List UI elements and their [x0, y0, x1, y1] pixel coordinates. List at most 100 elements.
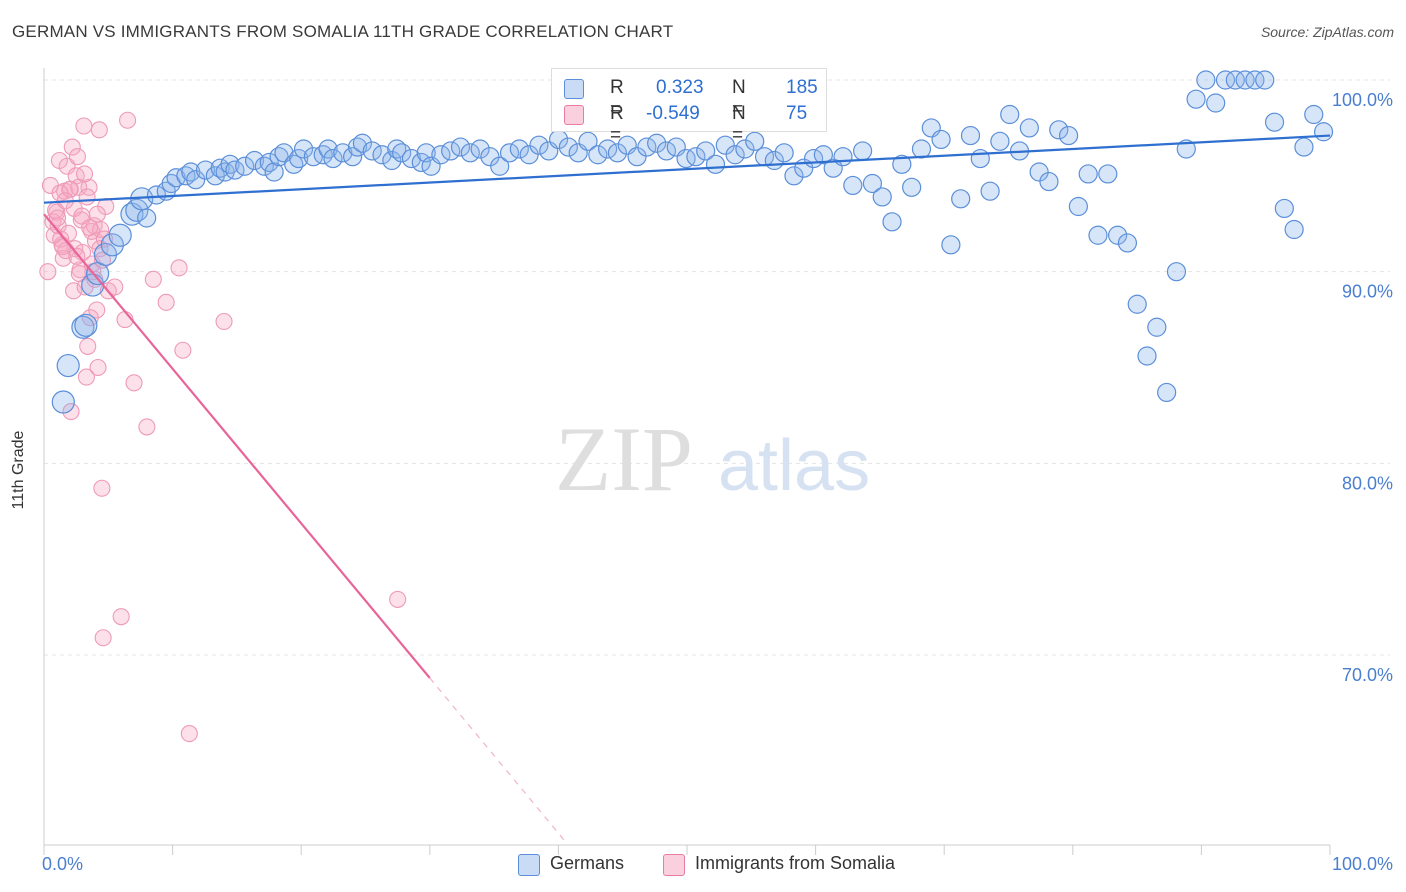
germans-point [1235, 70, 1255, 90]
germans-point [1019, 118, 1039, 138]
germans-point [1225, 70, 1245, 90]
somalia-point [125, 374, 143, 392]
legend-r-value-somalia: -0.549 [646, 103, 700, 124]
germans-point [1117, 233, 1138, 253]
germans-point [774, 143, 794, 163]
germans-point [1313, 122, 1334, 142]
somalia-point [88, 205, 106, 223]
germans-point [1166, 262, 1187, 282]
somalia-point [48, 209, 67, 227]
germans-point [382, 150, 402, 171]
somalia-point [144, 270, 162, 288]
germans-point [637, 137, 657, 157]
germans-point [401, 148, 422, 169]
germans-point [1000, 104, 1020, 125]
germans-point [960, 125, 981, 146]
somalia-point [174, 341, 192, 359]
somalia-point [54, 238, 72, 256]
watermark-zip: ZIP [555, 408, 693, 510]
germans-point [1147, 317, 1167, 337]
germans-point [1245, 70, 1265, 90]
germans-point [676, 148, 696, 169]
somalia-point [63, 138, 81, 156]
germans-point [195, 160, 216, 180]
germans-point [470, 139, 490, 159]
germans-point [441, 141, 461, 161]
germans-trend-line [43, 134, 1331, 204]
germans-point [74, 313, 98, 337]
germans-point [588, 145, 608, 165]
somalia-point [77, 368, 95, 386]
somalia-point [215, 312, 233, 331]
germans-point [1078, 164, 1098, 184]
germans-point [318, 139, 338, 159]
germans-point [656, 141, 677, 161]
germans-point [431, 145, 451, 165]
legend-n-label: N = [732, 103, 746, 146]
germans-point [911, 139, 932, 159]
germans-point [323, 148, 343, 169]
germans-point [853, 141, 873, 161]
germans-point [1206, 93, 1226, 113]
germans-point [460, 143, 480, 163]
germans-point [1176, 139, 1196, 159]
germans-point [1068, 196, 1088, 217]
germans-point [411, 152, 431, 173]
legend-r-label: R = [610, 77, 624, 120]
germans-point [931, 129, 951, 150]
legend-n-value-germans: 185 [786, 77, 818, 98]
axes [43, 68, 1331, 855]
germans-point [941, 235, 961, 255]
germans-point [862, 173, 883, 194]
germans-point [333, 143, 353, 163]
somalia-point [79, 337, 97, 355]
y-tick-label: 100.0% [1332, 90, 1393, 110]
somalia-point [68, 247, 86, 265]
germans-point [1255, 70, 1275, 90]
bottom-legend-swatch-germans [518, 854, 540, 876]
germans-point [392, 143, 412, 163]
germans-point [990, 131, 1010, 151]
germans-point [352, 133, 373, 153]
germans-point [1186, 89, 1206, 109]
germans-point [499, 143, 520, 163]
germans-point [235, 156, 255, 176]
germans-point [529, 135, 549, 155]
somalia-point [89, 358, 107, 377]
somalia-point [93, 479, 111, 497]
germans-point [490, 156, 510, 176]
somalia-point [70, 265, 88, 283]
somalia-point [75, 117, 93, 135]
germans-point [784, 166, 804, 186]
somalia-point [39, 263, 57, 281]
germans-point [1264, 112, 1285, 132]
germans-point [843, 175, 863, 196]
somalia-point [93, 251, 112, 269]
germans-point [1274, 198, 1294, 219]
somalia-point [68, 148, 86, 166]
germans-point [1088, 225, 1108, 245]
germans-point [833, 147, 853, 167]
germans-point [1157, 382, 1177, 403]
legend-swatch-germans [564, 79, 584, 99]
legend-r-value-germans: 0.323 [656, 77, 704, 98]
germans-point [480, 147, 500, 167]
y-axis-label: 11th Grade [10, 430, 27, 510]
somalia-point [119, 111, 137, 129]
somalia-point [94, 629, 112, 647]
germans-point [186, 170, 206, 190]
germans-point [108, 223, 132, 247]
germans-point [146, 185, 167, 205]
germans-point [1294, 137, 1314, 157]
somalia-point [138, 418, 156, 436]
germans-point [578, 131, 598, 151]
germans-point [1029, 162, 1049, 182]
germans-point [725, 145, 745, 165]
bottom-legend-swatch-somalia [663, 854, 685, 876]
somalia-point [106, 278, 124, 296]
germans-point [882, 212, 902, 232]
germans-point [166, 168, 186, 188]
germans-point [735, 139, 755, 159]
germans-point [970, 148, 990, 169]
